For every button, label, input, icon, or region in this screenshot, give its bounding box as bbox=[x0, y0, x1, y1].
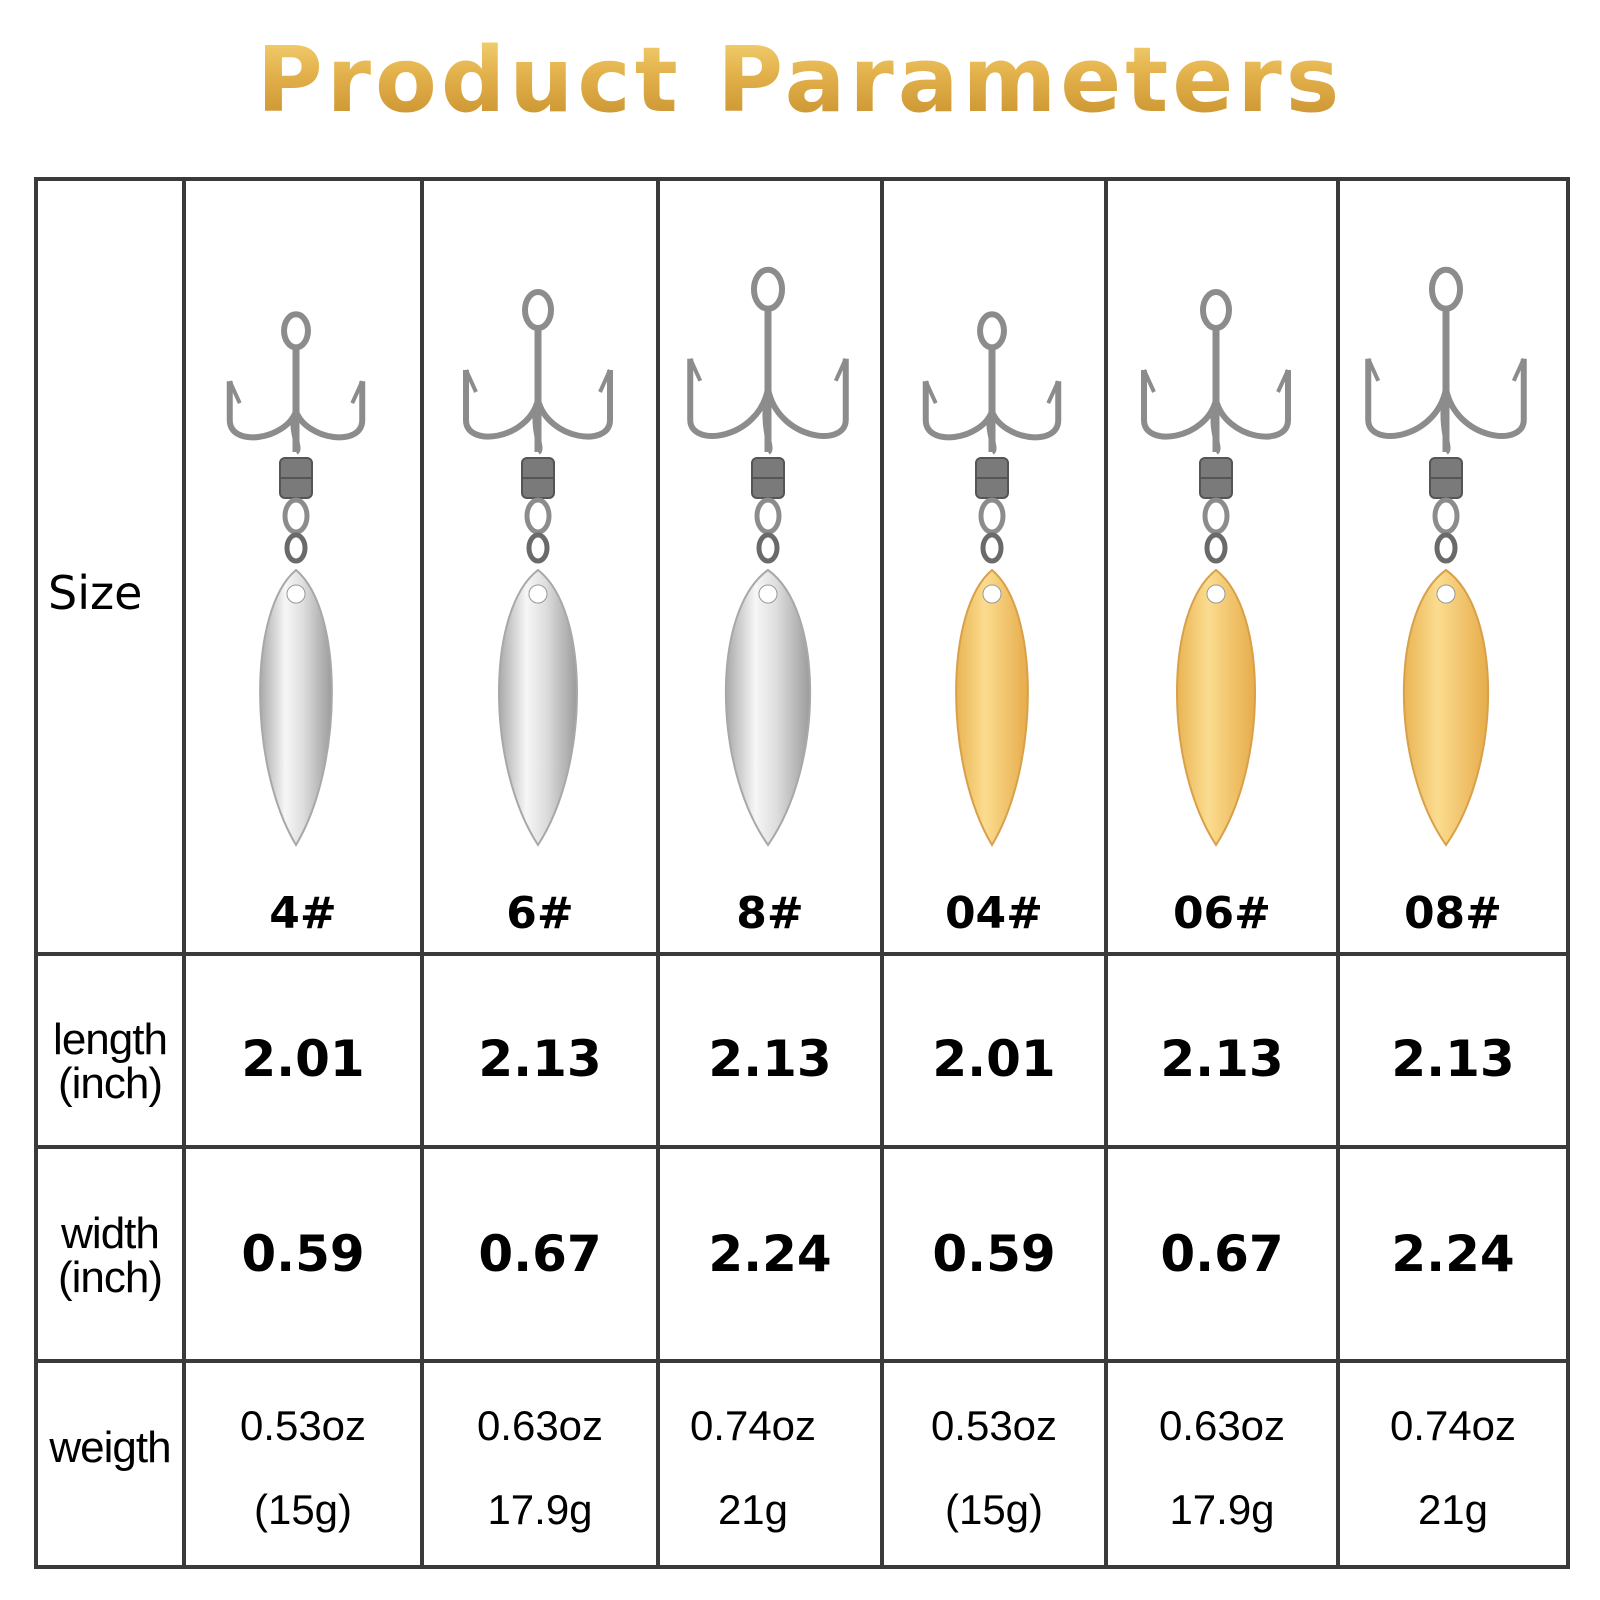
hook-point-icon bbox=[687, 358, 771, 439]
length-value: 2.13 bbox=[1391, 1030, 1515, 1088]
hook-point-icon bbox=[922, 381, 995, 441]
row-label-length: length (inch) bbox=[36, 1018, 184, 1106]
row-label-width: width (inch) bbox=[36, 1212, 184, 1300]
length-value: 2.13 bbox=[1160, 1030, 1284, 1088]
row-label-width-unit: (inch) bbox=[57, 1253, 163, 1302]
width-value: 0.67 bbox=[1160, 1225, 1284, 1283]
size-code: 06# bbox=[1172, 888, 1272, 939]
willow-blade-icon bbox=[259, 568, 333, 847]
weight-oz: 0.63oz bbox=[476, 1402, 604, 1449]
length-value: 2.01 bbox=[241, 1030, 365, 1088]
size-code: 04# bbox=[944, 888, 1044, 939]
willow-blade-icon bbox=[724, 568, 812, 847]
hook-eye-icon bbox=[522, 289, 554, 331]
hook-point-icon bbox=[1141, 370, 1219, 440]
hook-point-icon bbox=[765, 358, 849, 439]
size-code: 4# bbox=[269, 888, 337, 939]
weight-g: 17.9g bbox=[487, 1486, 593, 1533]
lure-illustration bbox=[1141, 289, 1291, 847]
row-label-length-unit: (inch) bbox=[57, 1059, 163, 1108]
page-title: Product Parameters bbox=[0, 28, 1600, 133]
split-ring-icon bbox=[756, 532, 780, 564]
weight-g: 21g bbox=[1417, 1486, 1489, 1533]
length-value: 2.01 bbox=[932, 1030, 1056, 1088]
row-label-width-text: width bbox=[61, 1209, 160, 1258]
weight-value: 0.53oz (15g) bbox=[184, 1384, 422, 1552]
hook-eye-icon bbox=[750, 266, 786, 312]
weight-oz: 0.74oz bbox=[689, 1402, 817, 1449]
hook-point-icon bbox=[293, 381, 366, 441]
width-value: 2.24 bbox=[1391, 1225, 1515, 1283]
hook-point-icon bbox=[535, 370, 613, 440]
weight-g: 17.9g bbox=[1169, 1486, 1275, 1533]
table-border bbox=[34, 177, 1570, 1569]
willow-blade-icon bbox=[1402, 568, 1490, 847]
length-value: 2.13 bbox=[708, 1030, 832, 1088]
width-value: 0.59 bbox=[932, 1225, 1056, 1283]
split-ring-icon bbox=[1434, 532, 1458, 564]
weight-oz: 0.63oz bbox=[1158, 1402, 1286, 1449]
weight-value: 0.53oz (15g) bbox=[882, 1384, 1106, 1552]
weight-oz: 0.74oz bbox=[1389, 1402, 1517, 1449]
split-ring-icon bbox=[980, 532, 1004, 564]
width-value: 2.24 bbox=[708, 1225, 832, 1283]
willow-blade-icon bbox=[1176, 568, 1256, 847]
hook-eye-icon bbox=[281, 311, 311, 351]
split-ring-icon bbox=[526, 532, 550, 564]
hook-eye-icon bbox=[1200, 289, 1232, 331]
weight-oz: 0.53oz bbox=[930, 1402, 1058, 1449]
weight-value: 0.74oz 21g bbox=[1338, 1384, 1568, 1552]
willow-blade-icon bbox=[955, 568, 1029, 847]
hook-point-icon bbox=[226, 381, 299, 441]
row-label-weight: weigth bbox=[49, 1423, 171, 1472]
width-value: 0.59 bbox=[241, 1225, 365, 1283]
weight-value: 0.74oz 21g bbox=[658, 1384, 848, 1552]
weight-oz: 0.53oz bbox=[239, 1402, 367, 1449]
lure-illustration bbox=[463, 289, 613, 847]
hook-eye-icon bbox=[977, 311, 1007, 351]
length-value: 2.13 bbox=[478, 1030, 602, 1088]
weight-g: 21g bbox=[717, 1486, 789, 1533]
lure-illustration bbox=[687, 266, 849, 847]
lure-illustration bbox=[922, 311, 1062, 847]
weight-value: 0.63oz 17.9g bbox=[422, 1384, 658, 1552]
weight-g: (15g) bbox=[253, 1486, 353, 1533]
lure-illustration bbox=[226, 311, 366, 847]
hook-point-icon bbox=[989, 381, 1062, 441]
willow-blade-icon bbox=[498, 568, 578, 847]
row-label-length-text: length bbox=[53, 1015, 168, 1064]
weight-value: 0.63oz 17.9g bbox=[1106, 1384, 1338, 1552]
hook-point-icon bbox=[1213, 370, 1291, 440]
hook-point-icon bbox=[1443, 358, 1527, 439]
weight-g: (15g) bbox=[944, 1486, 1044, 1533]
size-code: 6# bbox=[506, 888, 574, 939]
width-value: 0.67 bbox=[478, 1225, 602, 1283]
split-ring-icon bbox=[1204, 532, 1228, 564]
row-label-size: Size bbox=[48, 566, 143, 620]
size-code: 8# bbox=[736, 888, 804, 939]
lure-illustration bbox=[1365, 266, 1527, 847]
size-code: 08# bbox=[1403, 888, 1503, 939]
hook-eye-icon bbox=[1428, 266, 1464, 312]
hook-point-icon bbox=[1365, 358, 1449, 439]
split-ring-icon bbox=[284, 532, 308, 564]
hook-point-icon bbox=[463, 370, 541, 440]
